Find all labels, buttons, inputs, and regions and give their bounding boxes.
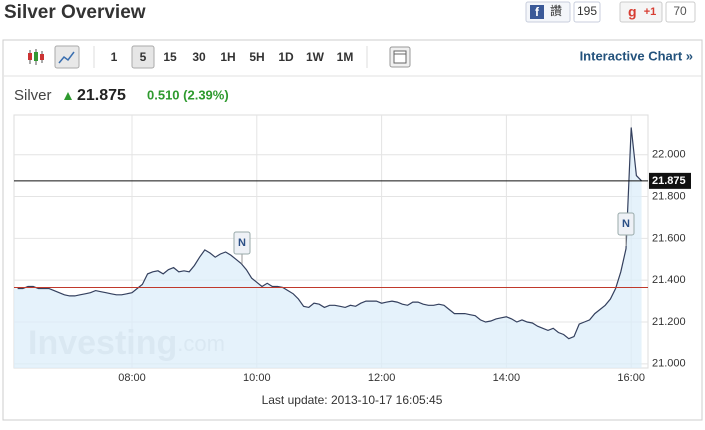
area xyxy=(14,127,642,368)
news-flag[interactable] xyxy=(617,212,635,236)
up-arrow xyxy=(64,92,72,100)
x-tick-label: 12:00 xyxy=(368,372,396,384)
x-tick-label: 14:00 xyxy=(493,372,521,384)
interval-button[interactable]: 30 xyxy=(192,50,206,64)
interval-button[interactable]: 5 xyxy=(140,50,147,64)
interval-selected xyxy=(131,45,155,69)
y-tick-label: 21.600 xyxy=(652,232,686,244)
last-price-label: 21.875 xyxy=(652,175,686,187)
y-tick-label: 22.000 xyxy=(652,149,686,161)
news-flag[interactable] xyxy=(233,231,251,255)
layout-icon[interactable] xyxy=(389,46,411,68)
like-label: 讚 xyxy=(550,3,562,18)
facebook-like[interactable]: f 讚 195 xyxy=(525,1,601,23)
fb-letter: f xyxy=(535,5,540,19)
plus-button[interactable] xyxy=(619,1,663,23)
plus-count-box xyxy=(665,1,696,23)
line-icon-glyph xyxy=(58,51,75,64)
last-price: 21.875 xyxy=(77,87,126,104)
last-update: Last update: 2013-10-17 16:05:45 xyxy=(262,393,443,407)
y-tick-label: 21.800 xyxy=(652,190,686,202)
plot: Investing.comNN xyxy=(13,114,649,369)
g-letter: g xyxy=(628,4,637,20)
interval-button[interactable]: 1 xyxy=(111,50,118,64)
y-tick-label: 21.000 xyxy=(652,358,686,370)
interval-button[interactable]: 1H xyxy=(220,50,235,64)
price-line xyxy=(17,127,643,340)
interactive-chart-link[interactable]: Interactive Chart » xyxy=(580,48,693,63)
y-tick-label: 21.200 xyxy=(652,316,686,328)
x-tick-label: 16:00 xyxy=(617,372,645,384)
y-tick-label: 21.400 xyxy=(652,274,686,286)
line-icon[interactable] xyxy=(54,45,80,69)
like-count: 195 xyxy=(577,4,597,18)
toolbar: Interactive Chart » xyxy=(28,45,693,69)
interval-button[interactable]: 1W xyxy=(306,50,325,64)
candlestick-icon[interactable] xyxy=(28,49,44,65)
quote: Silver 21.875 0.510 (2.39%) xyxy=(14,87,229,104)
plus-label: +1 xyxy=(644,6,657,18)
x-tick-label: 08:00 xyxy=(118,372,146,384)
google-plus[interactable]: g +1 70 xyxy=(619,1,696,23)
interval-button[interactable]: 15 xyxy=(163,50,177,64)
plus-count: 70 xyxy=(673,4,687,18)
news-flag-letter: N xyxy=(622,218,630,230)
last-price-box xyxy=(649,172,691,189)
page-title: Silver Overview xyxy=(4,2,146,23)
interval-button[interactable]: 1D xyxy=(278,50,294,64)
price-change: 0.510 (2.39%) xyxy=(147,87,229,102)
interval-button[interactable]: 5H xyxy=(249,50,264,64)
like-count-box xyxy=(573,1,601,23)
x-tick-label: 10:00 xyxy=(243,372,271,384)
instrument-name: Silver xyxy=(14,87,52,104)
interval-button[interactable]: 1M xyxy=(337,50,354,64)
fb-icon xyxy=(530,5,544,19)
news-flag-letter: N xyxy=(238,237,246,249)
